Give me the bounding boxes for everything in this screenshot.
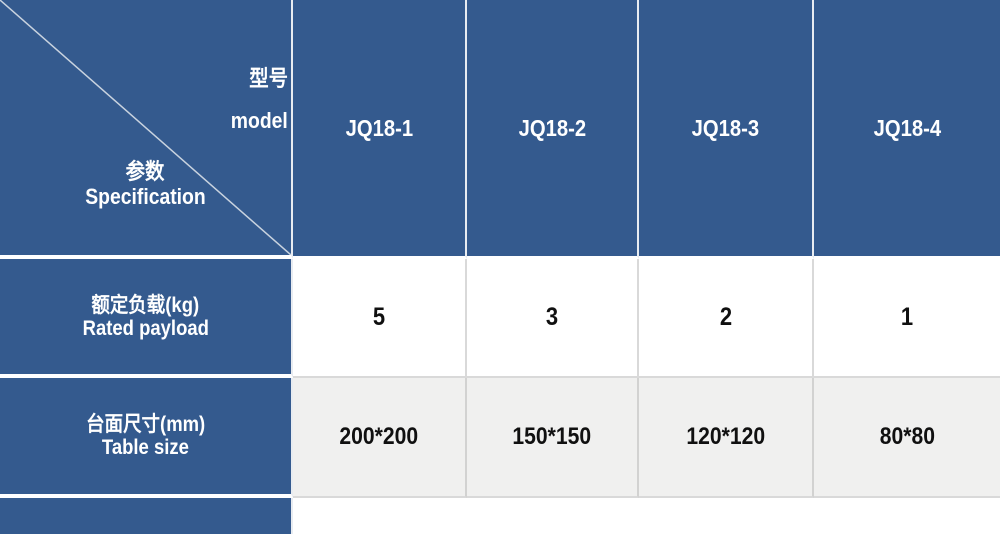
corner-model-zh: 型号 (249, 66, 288, 91)
table-size-value-jq18-1: 200*200 (293, 378, 467, 498)
partial-row-cells (293, 498, 1000, 534)
rated-payload-value-jq18-3: 2 (639, 259, 814, 378)
row-header-partial (0, 498, 293, 534)
row-header-rated-payload: 额定负载(kg) Rated payload (0, 259, 293, 378)
corner-spec-en: Specification (85, 184, 206, 209)
corner-model-label: 型号 model (223, 66, 288, 133)
corner-spec-zh: 参数 (126, 159, 165, 184)
rated-payload-value-jq18-4: 1 (814, 259, 1000, 378)
rated-payload-label-en: Rated payload (82, 316, 209, 340)
corner-spec-label: 参数 Specification (0, 160, 291, 209)
table-size-value-jq18-3: 120*120 (639, 378, 814, 498)
corner-model-en: model (230, 108, 288, 133)
table-size-label-en: Table size (102, 436, 189, 459)
rated-payload-label-zh: 额定负载(kg) (91, 293, 200, 317)
column-header-jq18-3: JQ18-3 (639, 0, 814, 259)
rated-payload-value-jq18-2: 3 (467, 259, 639, 378)
table-size-value-jq18-2: 150*150 (467, 378, 639, 498)
rated-payload-value-jq18-1: 5 (293, 259, 467, 378)
column-header-jq18-1: JQ18-1 (293, 0, 467, 259)
table-size-value-jq18-4: 80*80 (814, 378, 1000, 498)
row-header-table-size: 台面尺寸(mm) Table size (0, 378, 293, 498)
table-size-label-zh: 台面尺寸(mm) (85, 413, 206, 436)
column-header-jq18-2: JQ18-2 (467, 0, 639, 259)
column-header-jq18-4: JQ18-4 (814, 0, 1000, 259)
corner-header-cell: 型号 model 参数 Specification (0, 0, 293, 259)
diagonal-divider-line (0, 0, 291, 255)
